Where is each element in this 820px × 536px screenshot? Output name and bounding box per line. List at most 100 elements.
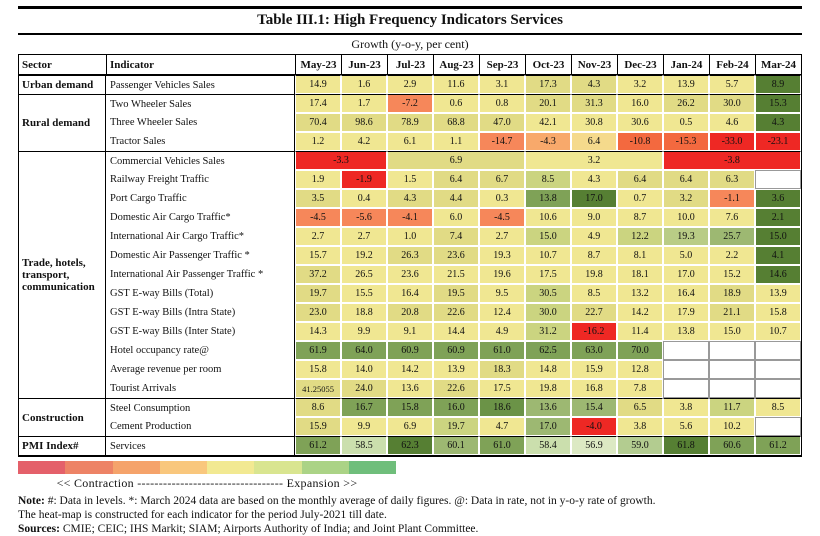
- value-cell: 4.3: [387, 189, 433, 208]
- value-cell: -7.2: [387, 94, 433, 113]
- value-cell: 4.2: [341, 132, 387, 151]
- value-cell: 17.0: [663, 265, 709, 284]
- table-row: Tractor Sales 1.2 4.2 6.1 1.1 -14.7 -4.3 6.4 -10…: [18, 132, 801, 151]
- indicator-cell: Tourist Arrivals: [106, 379, 295, 398]
- value-cell: 6.9: [387, 151, 525, 170]
- value-cell: 31.3: [571, 94, 617, 113]
- value-cell: 22.7: [571, 303, 617, 322]
- value-cell: 58.4: [525, 436, 571, 455]
- value-cell: 19.7: [295, 284, 341, 303]
- value-cell: 61.8: [663, 436, 709, 455]
- legend-segment-6: [301, 461, 349, 474]
- value-cell: 37.2: [295, 265, 341, 284]
- value-cell: 6.4: [571, 132, 617, 151]
- indicator-cell: International Air Cargo Traffic*: [106, 227, 295, 246]
- table-row: Cement Production 15.9 9.9 6.9 19.7 4.7 17.0 -4…: [18, 417, 801, 436]
- value-cell: 4.3: [755, 113, 801, 132]
- value-cell: 5.6: [663, 417, 709, 436]
- value-cell: -4.3: [525, 132, 571, 151]
- value-cell: 61.0: [479, 341, 525, 360]
- value-cell: 14.8: [525, 360, 571, 379]
- value-cell: 47.0: [479, 113, 525, 132]
- value-cell: 7.6: [709, 208, 755, 227]
- value-cell: 17.9: [663, 303, 709, 322]
- value-cell: 62.5: [525, 341, 571, 360]
- value-cell: 1.2: [295, 132, 341, 151]
- value-cell: 2.7: [479, 227, 525, 246]
- value-cell: 15.0: [755, 227, 801, 246]
- value-cell: 6.1: [387, 132, 433, 151]
- value-cell: 0.3: [479, 189, 525, 208]
- value-cell: 8.6: [295, 398, 341, 417]
- value-cell: 3.2: [525, 151, 663, 170]
- value-cell: 70.0: [617, 341, 663, 360]
- value-cell: 0.5: [663, 113, 709, 132]
- value-cell: 30.0: [525, 303, 571, 322]
- value-cell: 20.1: [525, 94, 571, 113]
- column-header-sector: Sector: [18, 54, 106, 75]
- value-cell: 23.0: [295, 303, 341, 322]
- value-cell: 60.6: [709, 436, 755, 455]
- value-cell: 15.9: [571, 360, 617, 379]
- value-cell: 21.5: [433, 265, 479, 284]
- value-cell: 17.4: [295, 94, 341, 113]
- column-header-month-5: Oct-23: [525, 54, 571, 75]
- value-cell: -1.1: [709, 189, 755, 208]
- table-row: Railway Freight Traffic 1.9 -1.9 1.5 6.4 6.7 8…: [18, 170, 801, 189]
- indicator-cell: Two Wheeler Sales: [106, 94, 295, 113]
- table-row: GST E-way Bills (Inter State) 14.3 9.9 9.1 1…: [18, 322, 801, 341]
- indicator-cell: Tractor Sales: [106, 132, 295, 151]
- value-cell: 24.0: [341, 379, 387, 398]
- value-cell: 17.0: [571, 189, 617, 208]
- value-cell: -3.8: [663, 151, 801, 170]
- value-cell-empty: [663, 341, 709, 360]
- value-cell: 15.5: [341, 284, 387, 303]
- value-cell-empty: [755, 360, 801, 379]
- value-cell: 59.0: [617, 436, 663, 455]
- value-cell: 11.4: [617, 322, 663, 341]
- value-cell: 58.5: [341, 436, 387, 455]
- value-cell: 15.8: [755, 303, 801, 322]
- value-cell: -4.5: [479, 208, 525, 227]
- value-cell: -1.9: [341, 170, 387, 189]
- value-cell: 15.0: [709, 322, 755, 341]
- value-cell: 19.7: [433, 417, 479, 436]
- value-cell: 64.0: [341, 341, 387, 360]
- value-cell: 61.9: [295, 341, 341, 360]
- value-cell: 23.6: [433, 246, 479, 265]
- value-cell: 13.2: [617, 284, 663, 303]
- value-cell: 11.6: [433, 75, 479, 94]
- value-cell: 42.1: [525, 113, 571, 132]
- value-cell: 2.2: [709, 246, 755, 265]
- table-row: Tourist Arrivals 41.25055 24.0 13.6 22.6 17.5…: [18, 379, 801, 398]
- value-cell: 3.8: [617, 417, 663, 436]
- value-cell: 9.5: [479, 284, 525, 303]
- value-cell: 13.9: [755, 284, 801, 303]
- value-cell: 4.4: [433, 189, 479, 208]
- value-cell: 30.5: [525, 284, 571, 303]
- value-cell: 10.7: [755, 322, 801, 341]
- value-cell: 78.9: [387, 113, 433, 132]
- value-cell: 30.0: [709, 94, 755, 113]
- value-cell: 0.7: [617, 189, 663, 208]
- indicator-cell: Domestic Air Passenger Traffic *: [106, 246, 295, 265]
- legend-segment-2: [112, 461, 160, 474]
- value-cell: 13.8: [525, 189, 571, 208]
- value-cell: 8.7: [571, 246, 617, 265]
- value-cell: 18.1: [617, 265, 663, 284]
- value-cell: 3.5: [295, 189, 341, 208]
- column-header-month-9: Feb-24: [709, 54, 755, 75]
- value-cell: -3.3: [295, 151, 387, 170]
- value-cell: -4.5: [295, 208, 341, 227]
- value-cell: 19.3: [663, 227, 709, 246]
- indicator-cell: Hotel occupancy rate@: [106, 341, 295, 360]
- value-cell: 4.3: [571, 170, 617, 189]
- value-cell: 4.7: [479, 417, 525, 436]
- column-header-month-1: Jun-23: [341, 54, 387, 75]
- value-cell: 14.6: [755, 265, 801, 284]
- page-title: Table III.1: High Frequency Indicators S…: [257, 12, 563, 28]
- column-header-month-0: May-23: [295, 54, 341, 75]
- heatmap-legend: << Contraction -------------------------…: [18, 461, 396, 491]
- value-cell: 4.6: [709, 113, 755, 132]
- value-cell: 25.7: [709, 227, 755, 246]
